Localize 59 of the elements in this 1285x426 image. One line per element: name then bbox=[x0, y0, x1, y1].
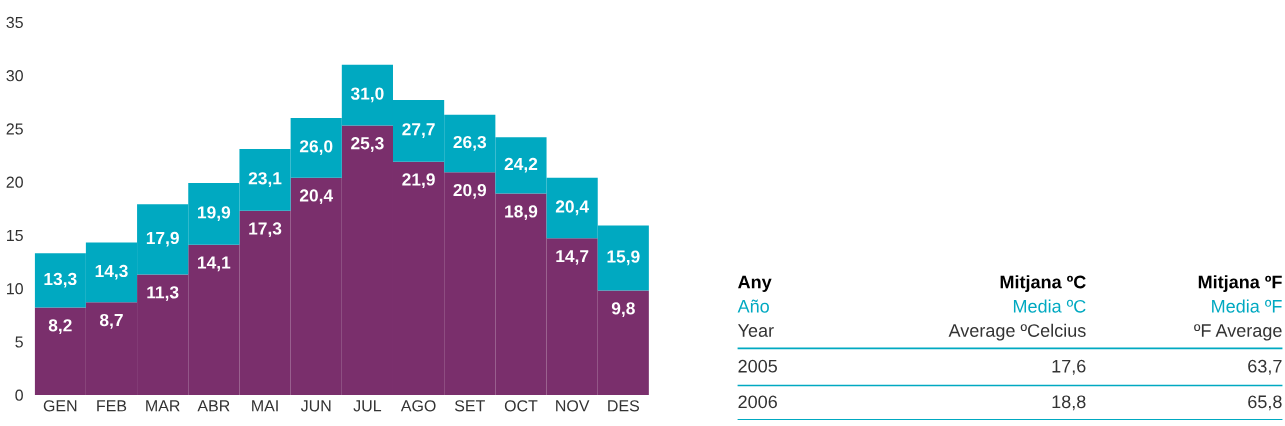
text: 63,7 bbox=[1248, 359, 1282, 375]
total-label: 15,9 bbox=[607, 250, 640, 266]
x-tick-label: ABR bbox=[197, 400, 230, 412]
y-tick-label: 25 bbox=[6, 123, 23, 135]
text: Media ºC bbox=[1013, 299, 1086, 313]
text: Mitjana ºC bbox=[1000, 275, 1086, 292]
text: ºF Average bbox=[1194, 324, 1282, 341]
total-label: 19,9 bbox=[198, 206, 231, 222]
y-tick-label: 15 bbox=[7, 229, 23, 242]
data-label: 14,7 bbox=[556, 250, 589, 265]
total-label: 27,7 bbox=[402, 123, 435, 138]
text: 18,8 bbox=[1052, 395, 1086, 411]
total-label: 13,3 bbox=[44, 272, 77, 288]
x-tick-label: SET bbox=[454, 400, 485, 412]
x-tick-label: JUN bbox=[300, 400, 331, 412]
data-label: 21,9 bbox=[402, 173, 435, 189]
y-tick-label: 30 bbox=[6, 70, 23, 82]
data-label: 17,3 bbox=[249, 222, 282, 238]
x-tick-label: MAR bbox=[146, 400, 180, 412]
text: 2005 bbox=[738, 359, 777, 373]
data-label: 25,3 bbox=[351, 137, 384, 152]
x-tick-label: DES bbox=[608, 400, 640, 412]
x-tick-label: JUL bbox=[353, 400, 382, 412]
data-label: 18,9 bbox=[505, 205, 538, 221]
y-tick-label: 35 bbox=[6, 16, 23, 29]
text: Año bbox=[737, 299, 769, 313]
data-label: 8,7 bbox=[99, 313, 123, 329]
x-tick-label: GEN bbox=[43, 400, 77, 412]
total-label: 20,4 bbox=[555, 200, 589, 216]
data-label: 9,8 bbox=[611, 302, 635, 317]
text: Year bbox=[737, 324, 774, 337]
text: Mitjana ºF bbox=[1198, 275, 1282, 292]
x-tick-label: NOV bbox=[556, 400, 590, 412]
text: 17,6 bbox=[1052, 359, 1086, 375]
x-tick-label: OCT bbox=[504, 400, 538, 412]
y-tick-label: 20 bbox=[6, 176, 23, 188]
x-tick-label: FEB bbox=[97, 400, 127, 412]
y-tick-label: 10 bbox=[7, 283, 23, 295]
text: Average ºCelcius bbox=[948, 323, 1086, 341]
total-label: 24,2 bbox=[504, 157, 538, 173]
text: Media ºF bbox=[1212, 299, 1282, 313]
total-label: 26,3 bbox=[453, 135, 487, 151]
x-tick-label: MAI bbox=[252, 400, 278, 412]
total-label: 14,3 bbox=[95, 264, 128, 280]
data-label: 8,2 bbox=[48, 319, 72, 335]
x-tick-label: AGO bbox=[400, 400, 436, 412]
data-label: 20,9 bbox=[453, 183, 487, 199]
y-tick-label: 5 bbox=[15, 336, 23, 348]
total-label: 17,9 bbox=[146, 231, 179, 247]
data-label: 11,3 bbox=[147, 286, 179, 302]
text: Any bbox=[738, 275, 772, 292]
total-label: 31,0 bbox=[350, 87, 384, 103]
total-label: 23,1 bbox=[248, 172, 282, 187]
y-tick-label: 0 bbox=[15, 389, 23, 401]
total-label: 26,0 bbox=[299, 140, 333, 155]
data-label: 14,1 bbox=[198, 256, 231, 272]
text: 65,8 bbox=[1248, 395, 1282, 411]
data-label: 20,4 bbox=[299, 189, 334, 205]
text: 2006 bbox=[738, 395, 777, 409]
